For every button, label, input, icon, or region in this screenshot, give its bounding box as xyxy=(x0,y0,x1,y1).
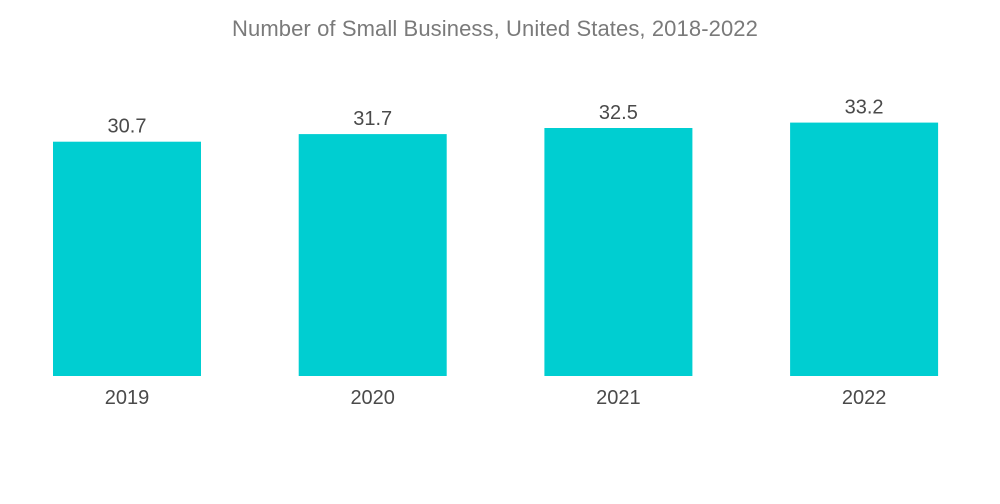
bar-2019 xyxy=(53,141,201,376)
x-tick-label-2021: 2021 xyxy=(596,387,641,409)
bar-2020 xyxy=(298,134,447,376)
x-tick-label-2022: 2022 xyxy=(842,387,887,409)
data-label-2022: 33.2 xyxy=(845,97,884,119)
x-axis-tick-labels: 2019 2020 2021 2022 xyxy=(105,387,887,409)
x-tick-label-2020: 2020 xyxy=(350,387,395,409)
x-tick-label-2019: 2019 xyxy=(105,387,150,409)
chart-title: Number of Small Business, United States,… xyxy=(232,16,758,41)
bar-2021 xyxy=(544,128,693,376)
data-label-2020: 31.7 xyxy=(353,108,392,130)
data-label-2019: 30.7 xyxy=(108,116,147,138)
value-labels-layer: 30.7 31.7 32.5 33.2 xyxy=(108,97,884,138)
data-label-2021: 32.5 xyxy=(599,102,638,124)
bars-layer xyxy=(53,122,939,376)
bar-2022 xyxy=(790,122,939,376)
